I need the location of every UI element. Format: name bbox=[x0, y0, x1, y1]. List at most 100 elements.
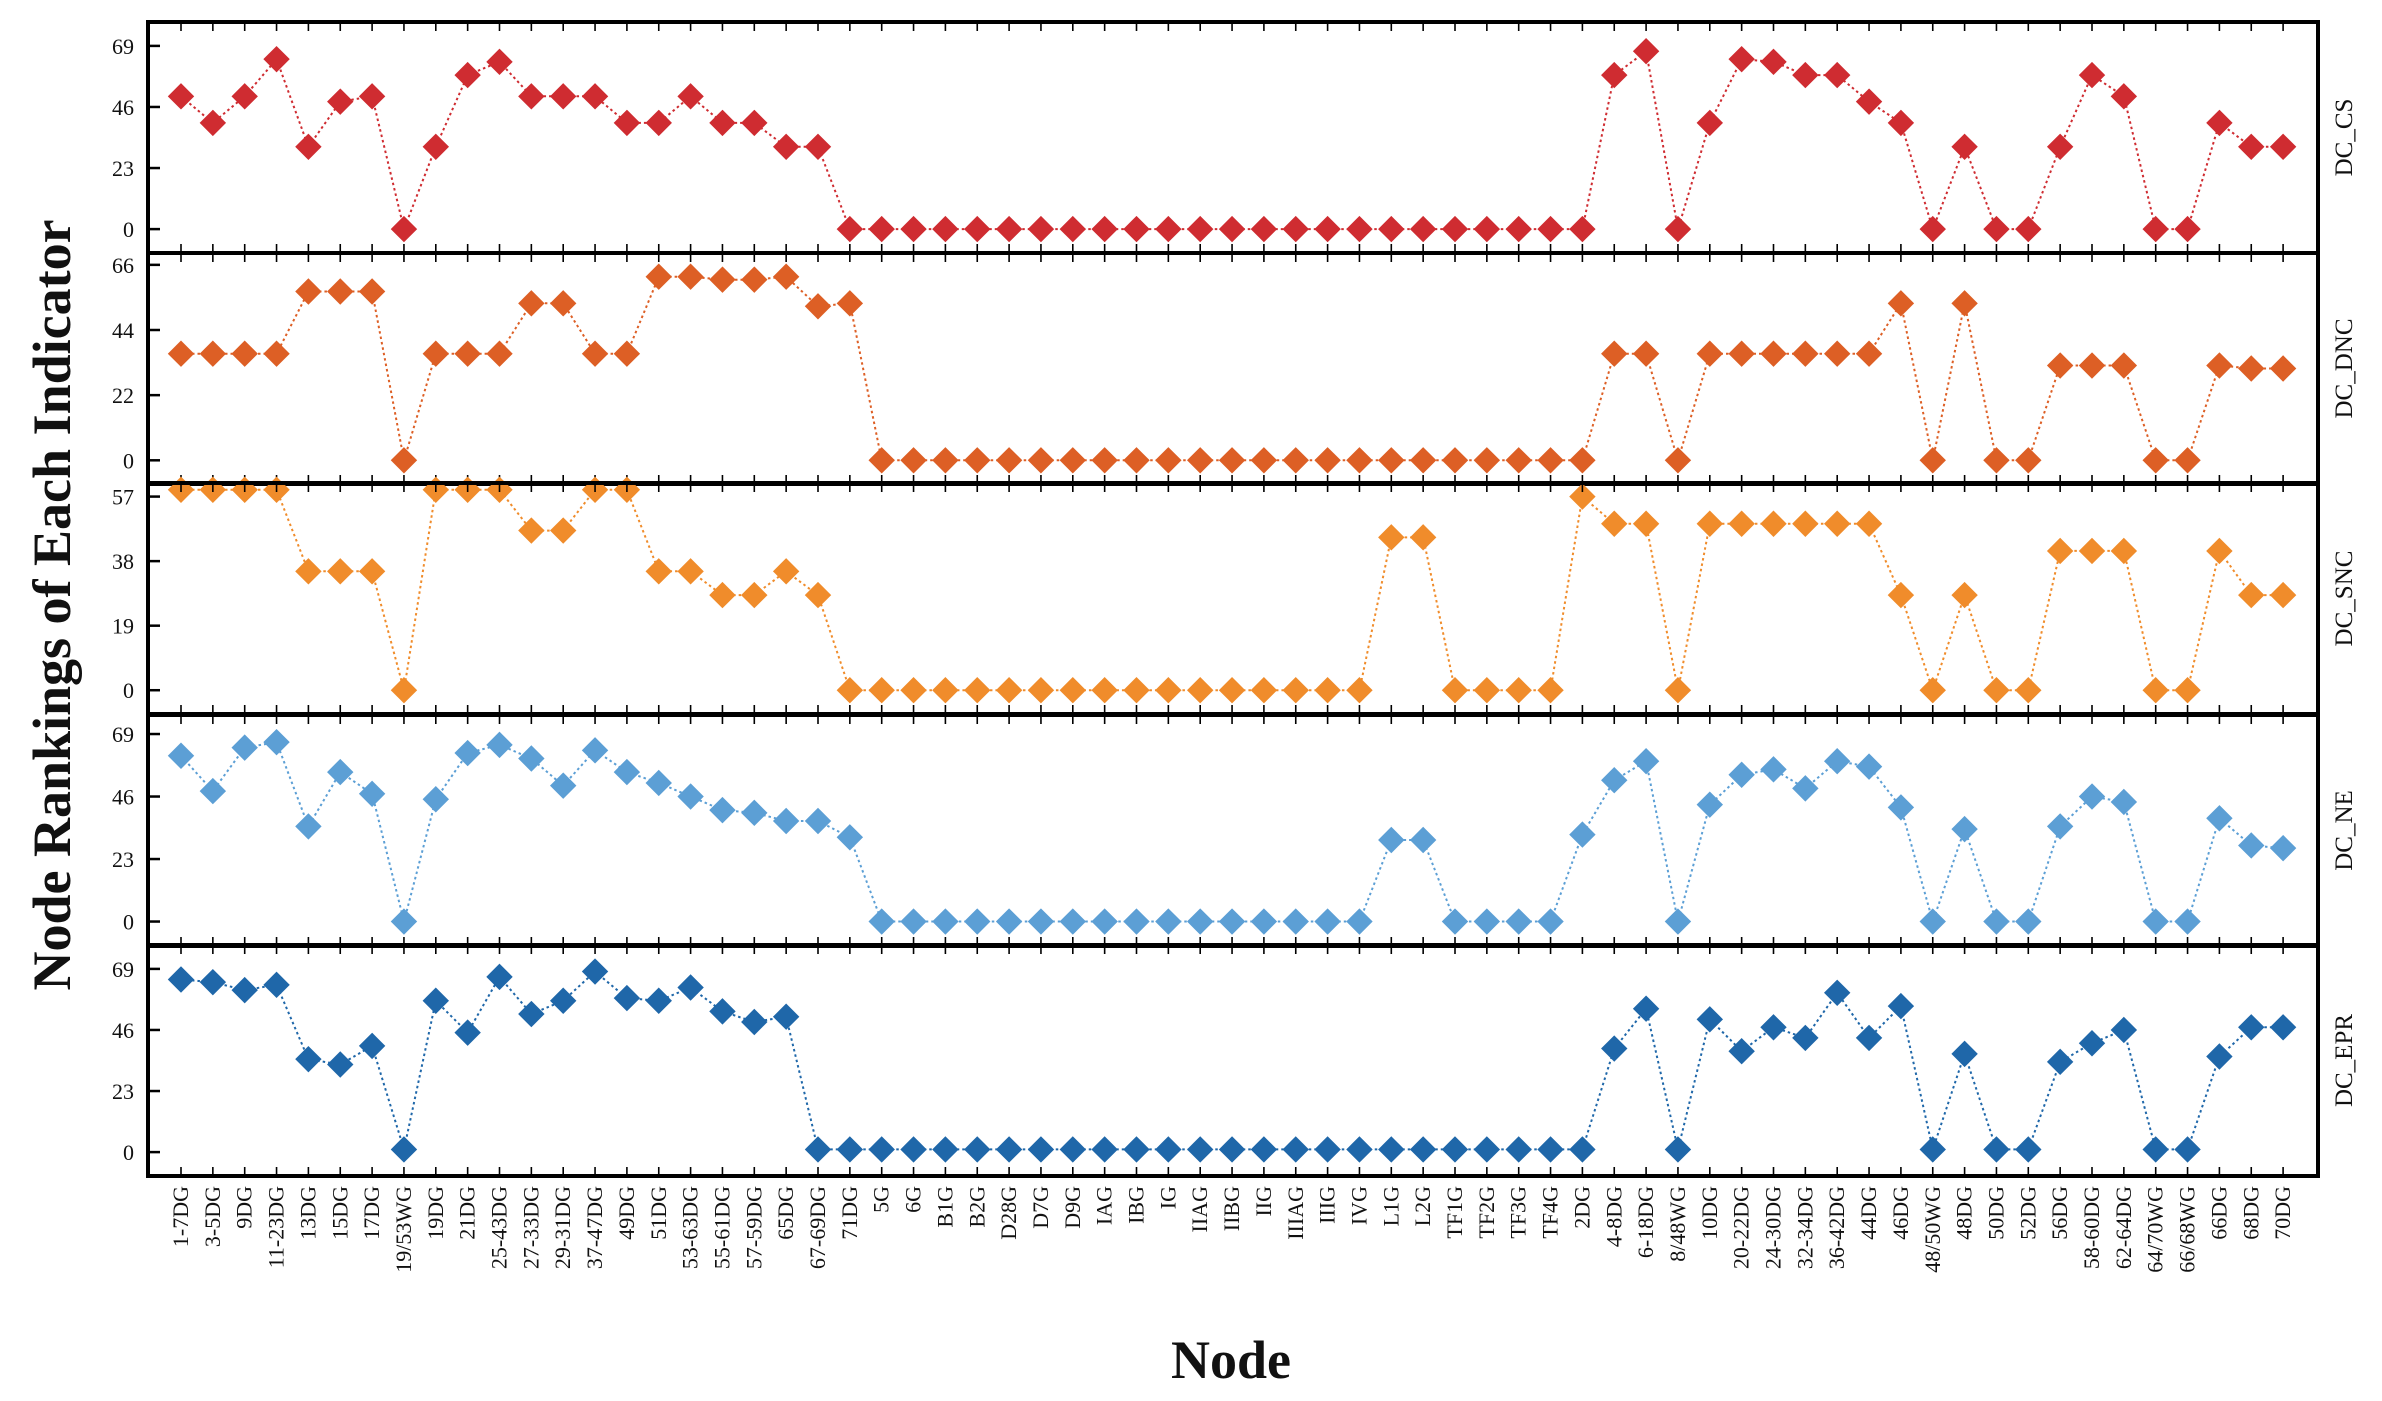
data-point bbox=[199, 968, 227, 996]
data-point bbox=[518, 517, 545, 544]
x-tick-label: TF2G bbox=[1474, 1186, 1499, 1239]
data-point bbox=[677, 263, 704, 290]
data-point bbox=[1505, 1136, 1532, 1163]
x-tick-label: 21DG bbox=[455, 1186, 480, 1240]
x-tick-label: 17DG bbox=[359, 1186, 384, 1240]
x-tick-label: 11-23DG bbox=[264, 1186, 289, 1268]
x-tick-label: 56DG bbox=[2047, 1186, 2072, 1240]
data-point bbox=[772, 1003, 800, 1030]
x-tick-label: 3-5DG bbox=[200, 1186, 225, 1247]
data-point bbox=[518, 290, 545, 317]
y-tick-label: 44 bbox=[112, 318, 134, 343]
x-tick-label: IG bbox=[1155, 1186, 1180, 1209]
data-point bbox=[295, 558, 322, 585]
data-point bbox=[1123, 1136, 1150, 1163]
data-point bbox=[1951, 133, 1978, 161]
data-point bbox=[2174, 1136, 2201, 1163]
data-point bbox=[327, 758, 354, 786]
panel-label: DC_CS bbox=[2331, 99, 2358, 177]
data-point bbox=[1314, 908, 1341, 935]
data-point bbox=[167, 966, 195, 993]
data-point bbox=[1282, 1136, 1309, 1163]
data-point bbox=[358, 558, 386, 585]
data-point bbox=[1409, 447, 1437, 474]
y-tick-label: 23 bbox=[112, 156, 134, 181]
x-tick-label: 70DG bbox=[2270, 1186, 2295, 1240]
data-point bbox=[1027, 908, 1055, 935]
data-point bbox=[900, 215, 927, 243]
data-point bbox=[2110, 537, 2138, 565]
panel-label: DC_NE bbox=[2331, 790, 2358, 871]
data-point bbox=[2110, 352, 2138, 379]
data-point bbox=[263, 45, 290, 73]
data-point bbox=[1505, 908, 1532, 935]
data-point bbox=[1218, 1136, 1246, 1163]
y-tick-label: 22 bbox=[112, 383, 134, 408]
data-point bbox=[2015, 1136, 2042, 1163]
data-point bbox=[2046, 1048, 2074, 1076]
data-point bbox=[772, 558, 800, 585]
data-point bbox=[804, 133, 832, 161]
data-point bbox=[518, 745, 545, 772]
data-point bbox=[868, 215, 895, 243]
data-point bbox=[1218, 447, 1246, 474]
data-point bbox=[1951, 815, 1978, 843]
data-point bbox=[581, 737, 609, 764]
data-point bbox=[1537, 447, 1564, 474]
data-point bbox=[2269, 581, 2297, 609]
data-point bbox=[995, 677, 1023, 704]
data-point bbox=[1155, 215, 1182, 243]
data-point bbox=[486, 963, 513, 991]
data-point bbox=[1632, 340, 1660, 367]
data-point bbox=[1155, 1136, 1182, 1163]
data-point bbox=[1473, 908, 1501, 935]
data-point bbox=[1728, 510, 1755, 537]
x-tick-label: 48DG bbox=[1952, 1186, 1977, 1240]
x-tick-label: IBG bbox=[1124, 1186, 1149, 1224]
data-point bbox=[2015, 908, 2042, 935]
data-point bbox=[741, 1008, 768, 1036]
data-point bbox=[1632, 510, 1660, 537]
data-point bbox=[1696, 340, 1724, 367]
data-point bbox=[1282, 447, 1309, 474]
data-point bbox=[1792, 1024, 1819, 1052]
data-point bbox=[518, 83, 545, 110]
data-point bbox=[868, 677, 895, 704]
data-point bbox=[1282, 677, 1309, 704]
x-tick-label: 9DG bbox=[232, 1186, 257, 1229]
data-point bbox=[518, 1000, 545, 1028]
data-point bbox=[1282, 215, 1309, 243]
data-point bbox=[1537, 908, 1564, 935]
data-point bbox=[1728, 340, 1755, 367]
data-point bbox=[1250, 1136, 1278, 1163]
data-point bbox=[1378, 826, 1405, 854]
x-tick-label: 37-47DG bbox=[582, 1186, 607, 1269]
panel-dc-snc: 0 19 38 57 DC_SNC bbox=[112, 476, 2358, 716]
data-point bbox=[358, 1032, 386, 1060]
x-tick-label: 50DG bbox=[1984, 1186, 2009, 1240]
data-point bbox=[1887, 794, 1915, 821]
y-tick-label: 0 bbox=[123, 217, 134, 242]
data-point bbox=[2174, 908, 2201, 935]
x-tick-label: 2DG bbox=[1569, 1186, 1594, 1229]
data-point bbox=[1664, 1136, 1692, 1163]
x-tick-label: IIIAG bbox=[1283, 1186, 1308, 1240]
data-point bbox=[868, 447, 895, 474]
data-point bbox=[932, 1136, 959, 1163]
x-tick-label: 65DG bbox=[773, 1186, 798, 1240]
data-point bbox=[486, 340, 513, 367]
data-point bbox=[1346, 677, 1373, 704]
data-point bbox=[2015, 447, 2042, 474]
data-point bbox=[900, 447, 927, 474]
data-point bbox=[804, 1136, 832, 1163]
data-point bbox=[613, 758, 641, 786]
data-point bbox=[1855, 753, 1883, 780]
x-tick-label: 1-7DG bbox=[168, 1186, 193, 1247]
x-tick-label: TF4G bbox=[1538, 1186, 1563, 1239]
data-point bbox=[2110, 788, 2138, 816]
data-point bbox=[677, 83, 704, 110]
data-point bbox=[1887, 109, 1915, 137]
data-point bbox=[581, 340, 609, 367]
data-point bbox=[1059, 215, 1087, 243]
x-tick-label: 71DG bbox=[837, 1186, 862, 1240]
